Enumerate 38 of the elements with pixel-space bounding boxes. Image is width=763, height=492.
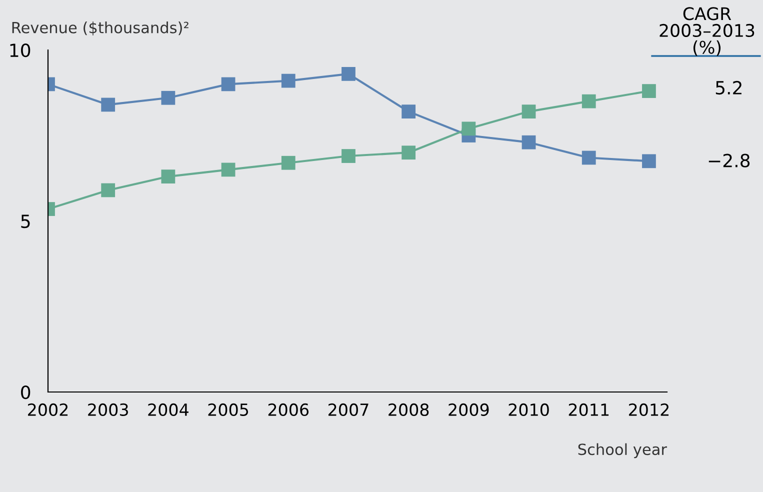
y-tick-label: 10 [10, 43, 30, 58]
point [342, 66, 356, 81]
point [642, 154, 656, 168]
x-tick-label: 2002 [28, 403, 68, 416]
x-tick-label: 2009 [448, 403, 489, 416]
point [462, 122, 476, 136]
point [221, 77, 236, 92]
x-tick-label: 2006 [268, 403, 309, 416]
y-axis-title: Revenue ($thousands)² [12, 22, 188, 36]
x-tick-label: 2011 [568, 403, 609, 416]
point [402, 104, 416, 119]
point [161, 90, 176, 105]
y-tick-label: 0 [21, 385, 30, 400]
point [101, 98, 116, 112]
point [522, 135, 536, 150]
point [402, 146, 416, 160]
y-tick-label: 5 [21, 214, 30, 228]
x-tick-label: 2007 [328, 403, 368, 416]
x-tick-label: 2008 [388, 403, 429, 416]
text: −2.8 [708, 154, 750, 168]
x-tick-label: 2012 [628, 403, 669, 416]
point [281, 74, 296, 88]
text: 5.2 [716, 80, 742, 95]
x-axis-title: School year [578, 443, 667, 458]
point [101, 183, 116, 198]
point [281, 156, 296, 170]
point [342, 149, 356, 163]
x-tick-label: 2005 [208, 403, 248, 416]
point [642, 84, 656, 98]
point [161, 170, 176, 184]
x-tick-label: 2003 [88, 403, 128, 416]
x-tick-label: 2004 [148, 403, 188, 416]
point [522, 104, 536, 119]
annotation: CAGR 2003–2013 (%) [660, 7, 754, 56]
x-tick-label: 2010 [508, 403, 549, 416]
point [582, 94, 596, 108]
point [221, 162, 236, 177]
point [582, 150, 596, 165]
